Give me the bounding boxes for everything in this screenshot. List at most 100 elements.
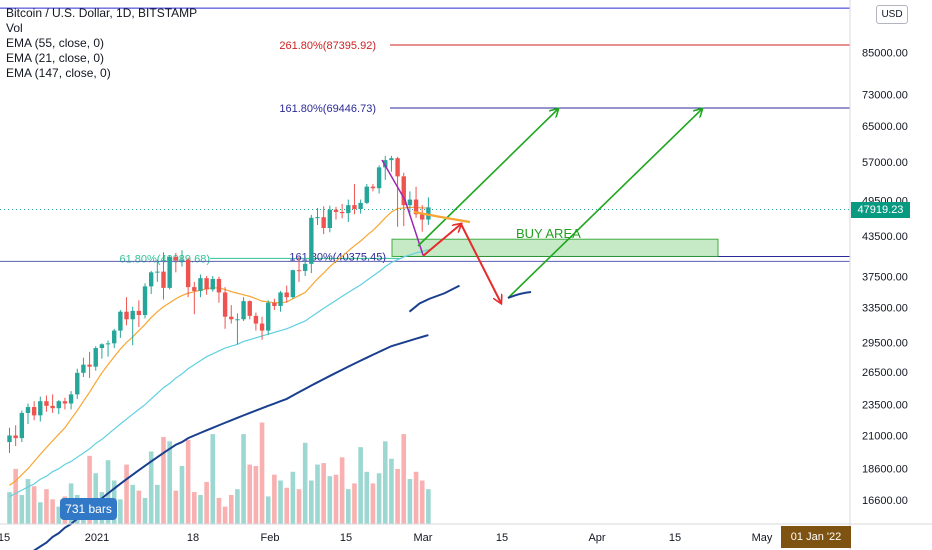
time-tick-label: 15 <box>669 532 681 544</box>
candle-body <box>358 202 363 210</box>
fib-level-label: 61.80%(40089.68) <box>119 253 210 265</box>
legend-vol[interactable]: Vol <box>6 21 23 35</box>
time-tick-label: Mar <box>414 532 433 544</box>
candle-body <box>44 401 49 406</box>
price-tick-label: 85000.00 <box>862 48 908 60</box>
volume-bar <box>315 464 320 524</box>
volume-bar <box>235 489 240 524</box>
volume-bar <box>185 439 191 524</box>
red-scenario-arrow <box>460 223 501 303</box>
volume-bar <box>302 442 308 524</box>
volume-bar <box>265 496 271 524</box>
volume-bar <box>247 464 253 524</box>
volume-bar <box>222 506 228 524</box>
volume-bar <box>278 480 283 524</box>
volume-bar <box>192 492 197 524</box>
buy-area: BUY AREA <box>391 226 719 257</box>
buy-area-label: BUY AREA <box>516 226 581 241</box>
candle-body <box>259 323 265 331</box>
volume-bar <box>426 489 431 524</box>
candle-body <box>266 302 271 331</box>
volume-bar <box>407 479 413 524</box>
candle-body <box>19 412 25 439</box>
volume-bar <box>333 474 339 524</box>
time-tick-label: Apr <box>588 532 605 544</box>
ema147-projection <box>408 284 460 313</box>
candle-body <box>136 310 142 316</box>
volume-bar <box>167 441 172 524</box>
candle-body <box>290 270 296 298</box>
volume-bar <box>204 481 209 524</box>
price-axis: 16600.00 18600.00 21000.00 23500.00 26500.00… <box>849 0 908 550</box>
ema55-line <box>9 249 429 498</box>
volume-bar <box>376 473 382 524</box>
candle-body <box>302 263 308 271</box>
volume-bar <box>161 437 166 524</box>
legend-ema147[interactable]: EMA (147, close, 0) <box>6 66 111 80</box>
volume-bar <box>358 447 363 524</box>
volume-bar <box>31 486 37 524</box>
price-tick-label: 23500.00 <box>862 400 908 412</box>
trend-line <box>381 159 424 256</box>
candle-body <box>284 292 289 298</box>
price-tick-label: 16600.00 <box>862 495 908 507</box>
volume-bar <box>136 490 142 524</box>
candle-body <box>87 364 92 367</box>
candle-body <box>56 401 61 409</box>
currency-button[interactable]: USD <box>876 5 908 24</box>
candle-body <box>124 311 129 320</box>
volume-bar <box>290 471 296 524</box>
candle-body <box>31 407 37 416</box>
candle-body <box>68 394 74 404</box>
candle-body <box>81 364 86 373</box>
volume-bar <box>19 495 25 524</box>
candle-body <box>420 214 425 220</box>
candle-body <box>229 316 234 320</box>
volume-bar <box>25 479 31 524</box>
volume-bar <box>296 489 302 524</box>
candle-body <box>383 160 388 168</box>
price-tick-label: 18600.00 <box>862 464 908 476</box>
candle-body <box>333 209 339 212</box>
green-scenario-arrow <box>417 109 558 247</box>
candle-body <box>155 271 160 273</box>
price-tick-label: 65000.00 <box>862 121 908 133</box>
volume-bar <box>272 474 277 524</box>
candle-body <box>272 302 277 306</box>
price-tick-label: 21000.00 <box>862 430 908 442</box>
fib-level-label: 161.80%(69446.73) <box>279 103 376 115</box>
date-badge: 01 Jan '22 <box>781 526 851 548</box>
time-tick-label: 2021 <box>85 532 109 544</box>
volume-bar <box>370 483 376 524</box>
legend-ema55[interactable]: EMA (55, close, 0) <box>6 36 105 50</box>
candle-body <box>426 207 431 220</box>
symbol-title[interactable]: Bitcoin / U.S. Dollar, 1D, BITSTAMP <box>6 6 198 20</box>
candle-body <box>339 211 345 214</box>
candle-body <box>376 167 382 189</box>
volume-bar <box>210 434 216 524</box>
time-axis: 15 2021 18 Feb 15 Mar 15 Apr 15 May <box>0 523 932 544</box>
legend-ema21[interactable]: EMA (21, close, 0) <box>6 51 105 65</box>
volume-bar <box>56 506 62 524</box>
candle-body <box>235 319 240 321</box>
candle-body <box>167 256 172 288</box>
volume-bar <box>339 457 345 524</box>
candle-body <box>370 186 376 189</box>
volume-bar <box>130 484 135 524</box>
time-tick-label: May <box>752 532 773 544</box>
candle-body <box>130 310 135 320</box>
candle-body <box>222 292 228 317</box>
price-tick-label: 73000.00 <box>862 89 908 101</box>
volume-bar <box>13 468 18 524</box>
candle-body <box>7 435 12 443</box>
candle-body <box>192 287 197 291</box>
price-tick-label: 26500.00 <box>862 367 908 379</box>
candle-body <box>327 209 333 228</box>
candle-body <box>401 176 406 206</box>
candle-body <box>13 435 18 439</box>
red-scenario-arrow <box>422 224 461 257</box>
volume-bar <box>382 441 388 524</box>
volume-bar <box>309 480 314 524</box>
